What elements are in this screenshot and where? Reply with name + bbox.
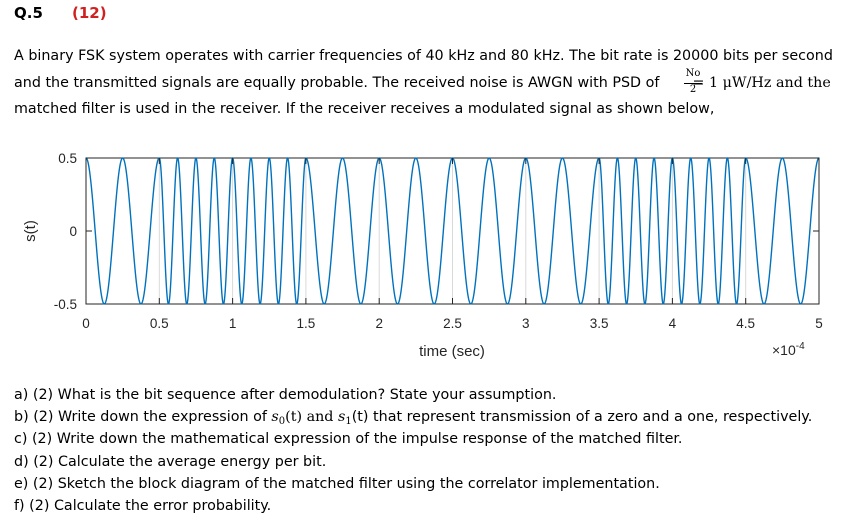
y-axis-ticks: 0.5 0 -0.5 [54, 151, 819, 312]
x-tick-label: 0 [82, 316, 90, 331]
y-axis-label: s(t) [22, 220, 39, 242]
x-exponent-value: -4 [796, 341, 805, 352]
part-f: f) (2) Calculate the error probability. [14, 498, 272, 514]
part-c: c) (2) Write down the mathematical expre… [14, 431, 683, 447]
intro-line-3: matched filter is used in the receiver. … [14, 101, 715, 117]
x-axis-label: time (sec) [419, 343, 485, 360]
x-tick-label: 2 [375, 316, 383, 331]
intro-line-1: A binary FSK system operates with carrie… [14, 48, 833, 64]
x-tick-label: 3 [522, 316, 530, 331]
x-tick-label: 0.5 [150, 316, 169, 331]
question-marks: (12) [72, 4, 107, 22]
x-tick-label: 1 [229, 316, 237, 331]
x-tick-label: 4.5 [736, 316, 755, 331]
psd-fraction-denominator: 2 [689, 84, 697, 95]
x-axis-ticks: 0 0.5 1 1.5 2 2.5 3 3.5 4 4.5 5 [82, 158, 823, 331]
x-tick-label: 4 [669, 316, 677, 331]
psd-fraction-numerator: No [685, 68, 701, 79]
psd-fraction-bar [684, 83, 702, 84]
part-b-text-1: b) (2) Write down the expression of [14, 409, 272, 425]
part-b-s0: s0 [271, 409, 286, 427]
signal-waveform [85, 157, 820, 305]
x-tick-label: 1.5 [297, 316, 316, 331]
x-exponent-label: ×10-4 [772, 341, 805, 358]
x-tick-label: 2.5 [443, 316, 462, 331]
intro-line-2-end: = 1 μW/Hz and the [692, 75, 831, 91]
intro-line-2: and the transmitted signals are equally … [14, 75, 831, 91]
part-e: e) (2) Sketch the block diagram of the m… [14, 476, 660, 492]
part-a: a) (2) What is the bit sequence after de… [14, 387, 557, 403]
x-tick-label: 3.5 [590, 316, 609, 331]
intro-line-2-start: and the transmitted signals are equally … [14, 75, 660, 91]
part-b-text-2: (t) and [285, 409, 338, 425]
y-tick-label: -0.5 [54, 297, 77, 312]
plot-area-border [85, 157, 820, 305]
y-tick-label: 0.5 [58, 151, 77, 166]
x-tick-label: 5 [815, 316, 823, 331]
part-b-text-3: (t) that represent transmission of a zer… [351, 409, 813, 425]
chart-grid [85, 158, 820, 304]
part-b-s1: s1 [338, 409, 352, 427]
y-tick-label: 0 [69, 224, 77, 239]
part-d: d) (2) Calculate the average energy per … [14, 454, 327, 470]
question-number: Q.5 [14, 4, 43, 22]
part-b: b) (2) Write down the expression of s0(t… [14, 409, 812, 427]
